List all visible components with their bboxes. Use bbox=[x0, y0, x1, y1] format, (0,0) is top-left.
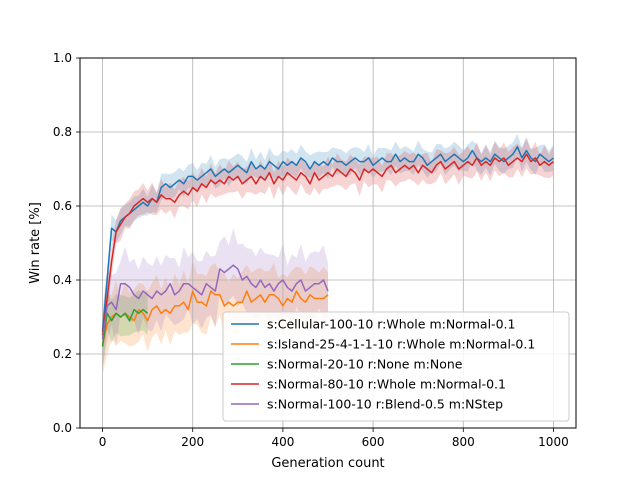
series-line-3 bbox=[101, 308, 149, 347]
confidence-bands bbox=[102, 133, 554, 375]
x-tick-label: 400 bbox=[271, 435, 294, 449]
series-line-4 bbox=[101, 153, 554, 336]
x-tick-label: 800 bbox=[452, 435, 475, 449]
x-axis-label: Generation count bbox=[271, 456, 384, 471]
legend-label-1: s:Cellular-100-10 r:Whole m:Normal-0.1 bbox=[267, 317, 515, 332]
axis-ticks: 0 200 400 600 800 1000 0.0 0.2 0.4 0.6 0.8 1.0 bbox=[53, 51, 569, 449]
y-tick-label: 0.0 bbox=[53, 421, 72, 435]
series-line-5 bbox=[101, 264, 329, 340]
y-tick-label: 0.6 bbox=[53, 199, 72, 213]
x-tick-label: 200 bbox=[181, 435, 204, 449]
legend-label-5: s:Normal-100-10 r:Blend-0.5 m:NStep bbox=[267, 397, 503, 412]
legend-label-4: s:Normal-80-10 r:Whole m:Normal-0.1 bbox=[267, 377, 506, 392]
confidence-band-3 bbox=[102, 290, 148, 370]
series-line-2 bbox=[101, 290, 329, 347]
y-tick-label: 0.8 bbox=[53, 125, 72, 139]
y-tick-label: 0.4 bbox=[53, 273, 72, 287]
series-lines bbox=[101, 146, 554, 347]
x-tick-label: 0 bbox=[99, 435, 107, 449]
confidence-band-4 bbox=[102, 138, 554, 348]
y-axis-label: Win rate [%] bbox=[28, 202, 43, 284]
x-tick-label: 600 bbox=[362, 435, 385, 449]
confidence-band-2 bbox=[102, 260, 328, 375]
confidence-band-5 bbox=[102, 228, 328, 370]
x-tick-label: 1000 bbox=[538, 435, 569, 449]
legend-label-3: s:Normal-20-10 r:None m:None bbox=[267, 357, 463, 372]
y-tick-label: 1.0 bbox=[53, 51, 72, 65]
legend-box bbox=[222, 311, 570, 422]
y-tick-label: 0.2 bbox=[53, 347, 72, 361]
confidence-band-1 bbox=[102, 133, 554, 342]
legend-label-2: s:Island-25-4-1-1-10 r:Whole m:Normal-0.… bbox=[267, 337, 535, 352]
plot-frame bbox=[79, 57, 577, 429]
legend: s:Cellular-100-10 r:Whole m:Normal-0.1 s:… bbox=[222, 311, 570, 422]
